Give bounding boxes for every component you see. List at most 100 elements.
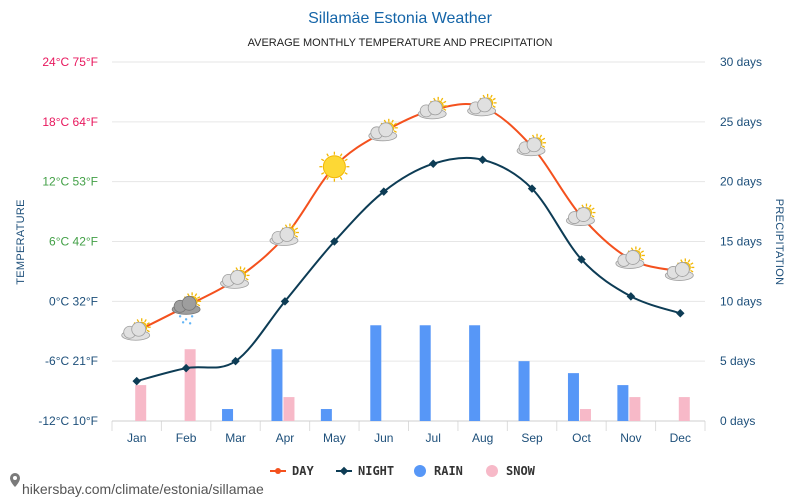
left-axis-ticks: 24°C 75°F 18°C 64°F 12°C 53°F 6°C 42°F 0°C 3… — [38, 55, 98, 428]
sun-ray — [235, 267, 239, 271]
sun-disc — [322, 155, 346, 179]
x-tick-label: Nov — [620, 431, 641, 445]
sun-ray — [144, 319, 147, 323]
gridlines — [111, 61, 706, 431]
footer-text: hikersbay.com/climate/estonia/sillamae — [22, 481, 264, 497]
sun-ray — [492, 105, 496, 108]
sun-ray — [326, 176, 329, 181]
legend-label: DAY — [292, 464, 314, 478]
night-point — [280, 297, 290, 306]
partly-cloudy-icon — [121, 318, 151, 341]
sun-shape — [319, 151, 350, 182]
weather-icons — [121, 93, 695, 341]
night-point — [330, 237, 339, 246]
left-axis-title: TEMPERATURE — [15, 199, 27, 285]
cloud-puff — [427, 100, 443, 116]
footer-link[interactable]: hikersbay.com/climate/estonia/sillamae — [10, 473, 264, 497]
sun-ray — [294, 234, 299, 238]
sun-ray — [490, 94, 493, 99]
partly-cloudy-icon — [467, 93, 497, 117]
snow-bar — [678, 397, 690, 421]
sun-ray — [383, 119, 387, 123]
sun-ray — [393, 122, 397, 126]
left-tick-label: -6°C 21°F — [45, 354, 98, 368]
cloud-puff — [526, 137, 542, 153]
sun-ray — [541, 145, 546, 148]
right-tick-label: 10 days — [720, 294, 762, 308]
rain-bar — [469, 325, 481, 421]
legend-swatch-circle — [486, 465, 498, 477]
sun-ray — [292, 224, 296, 228]
cloud-shape — [220, 269, 249, 289]
cloud-shape — [121, 321, 151, 341]
legend-item-day[interactable]: DAY — [270, 464, 314, 478]
snow-bar — [629, 397, 641, 421]
sun-ray — [196, 296, 201, 299]
snow-cloud-icon — [171, 292, 202, 325]
x-tick-label: Jan — [127, 431, 146, 445]
location-pin-icon — [10, 473, 20, 487]
partly-cloudy-icon — [368, 118, 398, 142]
right-tick-label: 5 days — [720, 354, 755, 368]
night-point — [132, 376, 141, 386]
rain-bar — [370, 325, 382, 421]
cloud-puff — [131, 321, 147, 337]
partly-cloudy-icon — [664, 258, 695, 281]
chart-subtitle: AVERAGE MONTHLY TEMPERATURE AND PRECIPIT… — [248, 37, 553, 49]
right-tick-label: 0 days — [720, 414, 755, 428]
temperature-lines — [132, 103, 685, 386]
x-tick-label: Sep — [521, 431, 543, 445]
sun-ray — [433, 97, 436, 101]
sun-ray — [393, 130, 397, 133]
cloud-shape — [566, 207, 595, 226]
x-tick-label: Aug — [472, 431, 493, 445]
sun-ray — [146, 329, 150, 333]
sun-ray — [321, 172, 325, 175]
x-tick-label: May — [323, 431, 346, 445]
cloud-shape — [417, 100, 447, 120]
cloud-shape — [664, 262, 694, 281]
legend-label: NIGHT — [358, 464, 394, 478]
right-axis-ticks: 30 days 25 days 20 days 15 days 10 days 5 day… — [720, 55, 762, 428]
sun-ray — [482, 94, 486, 99]
sun-ray — [196, 303, 201, 307]
sun-ray — [284, 224, 288, 228]
sun-ray — [630, 247, 634, 251]
sun-ray — [326, 153, 329, 157]
cloud-puff — [378, 122, 394, 138]
left-tick-label: 6°C 42°F — [49, 235, 98, 249]
night-point — [231, 356, 240, 366]
sun-ray — [136, 319, 140, 323]
night-point — [428, 159, 438, 168]
partly-cloudy-icon — [516, 133, 547, 157]
sun-ray — [187, 293, 190, 297]
right-axis-title: PRECIPITATION — [773, 199, 785, 286]
snowflake — [181, 321, 185, 324]
cloud-shape — [171, 295, 201, 315]
legend: DAY NIGHT RAIN SNOW — [270, 464, 536, 478]
sun-ray — [294, 227, 299, 231]
x-axis-ticks: Jan Feb Mar Apr May Jun Jul Aug Sep Oct Nov Dec — [127, 431, 691, 445]
sun-ray — [443, 100, 447, 104]
sun-ray — [680, 259, 683, 263]
right-tick-label: 30 days — [720, 55, 762, 69]
partly-cloudy-icon — [615, 246, 645, 269]
cloud-shape — [467, 97, 497, 117]
sun-ray — [638, 247, 641, 251]
x-tick-label: Dec — [670, 431, 691, 445]
legend-label: RAIN — [434, 464, 463, 478]
sun-ray — [640, 257, 644, 261]
sun-ray — [687, 259, 691, 263]
cloud-shape — [516, 137, 546, 157]
sun-ray — [344, 158, 348, 162]
legend-item-night[interactable]: NIGHT — [336, 464, 394, 478]
snow-bar — [184, 349, 196, 421]
rain-bar — [617, 385, 629, 421]
legend-item-snow[interactable]: SNOW — [486, 464, 536, 478]
legend-item-rain[interactable]: RAIN — [414, 464, 463, 478]
cloud-puff — [181, 295, 197, 311]
sun-icon — [319, 151, 350, 182]
sun-ray — [339, 176, 343, 181]
cloud-shape — [368, 122, 398, 142]
